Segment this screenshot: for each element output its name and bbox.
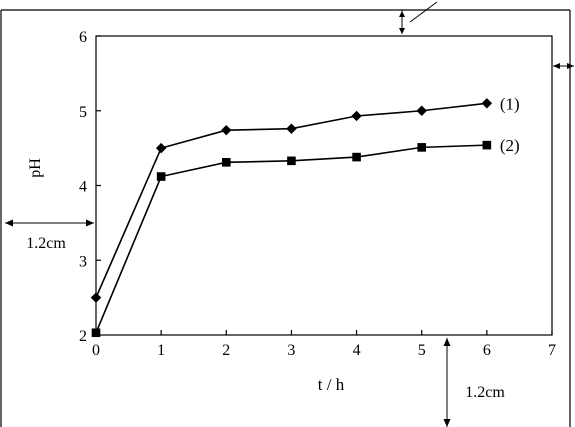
series-1-point [416,105,427,116]
y-tick-label: 2 [79,328,87,345]
series-1-point [481,98,493,109]
series-2-point [156,172,166,181]
series-labels: (1) (2) [500,94,520,155]
bottom-margin-dimension [443,338,451,427]
left-arrowhead-left-icon [5,219,13,227]
left-arrowhead-right-icon [86,219,94,227]
bottom-arrowhead-down-icon [443,419,451,427]
series-line-2 [95,144,487,334]
page-frame [0,9,571,427]
y-axis-title: pH [27,158,44,178]
series-1-point [90,292,102,303]
bottom-margin-label: 1.2cm [465,384,505,401]
left-margin-dimension [5,219,94,227]
x-tick-label: 1 [157,342,165,359]
axis-tick-labels: 0 1 2 3 4 5 6 7 2 3 4 5 6 [79,29,556,359]
x-axis-title: t / h [318,375,345,394]
series-1-point [351,110,362,122]
top-leader-line [409,1,438,23]
top-arrowhead-up-icon [399,11,405,17]
axis-ticks [95,35,553,336]
y-tick-label: 6 [79,29,87,46]
top-arrowhead-down-icon [399,28,405,34]
series-2-point [287,156,296,166]
series-label-2: (2) [500,136,520,155]
series-1-point [286,123,297,134]
x-tick-label: 3 [287,342,295,359]
bottom-arrowhead-up-icon [443,338,451,346]
right-arrowhead-left-icon [553,63,560,69]
series-2-point [482,140,492,150]
y-tick-label: 4 [79,179,87,196]
plot-area-border [95,35,553,336]
series-markers [90,98,493,338]
series-2-point [91,328,101,338]
left-margin-label: 1.2cm [26,235,66,252]
x-tick-label: 2 [222,342,230,359]
y-tick-label: 3 [79,253,87,270]
x-axis-title-text: t / h [318,375,345,394]
series-2-point [352,152,361,162]
right-margin-dimension [553,63,574,69]
top-margin-dimension [399,1,438,34]
x-tick-label: 6 [483,342,491,359]
x-tick-label: 7 [548,342,556,359]
series-2-point [417,143,427,152]
series-2-point [221,158,231,167]
x-tick-label: 0 [92,342,100,359]
x-tick-label: 5 [418,342,426,359]
x-tick-label: 4 [353,342,361,359]
series-1-point [155,142,167,154]
right-arrowhead-right-icon [567,63,574,69]
series-lines [95,102,487,334]
series-1-point [221,124,232,136]
series-label-1: (1) [500,94,520,113]
y-tick-label: 5 [79,104,87,121]
